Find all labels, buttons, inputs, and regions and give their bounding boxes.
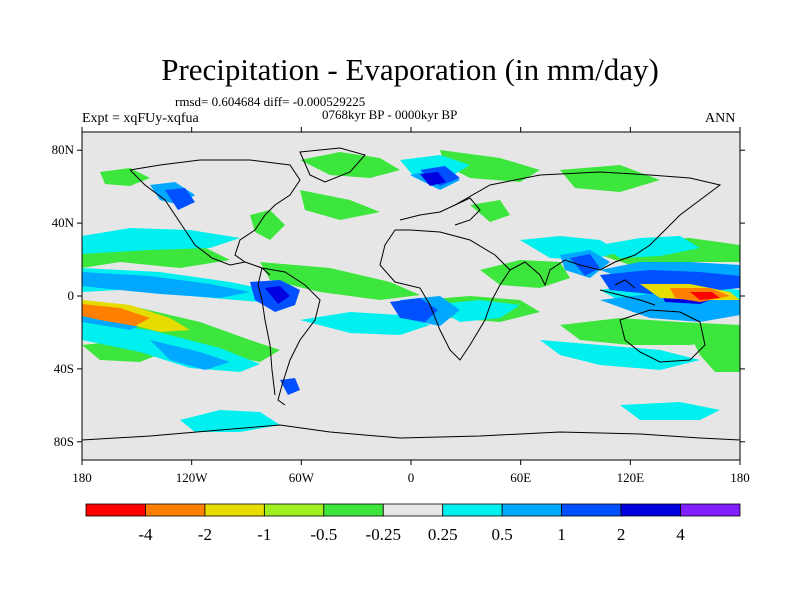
lon-tick-label: 180 (72, 470, 92, 485)
colorbar-label: 0.25 (428, 525, 458, 544)
colorbar-label: -0.5 (310, 525, 337, 544)
lat-tick-label: 40N (52, 215, 75, 230)
colorbar-swatch (145, 503, 206, 517)
colorbar-label: -0.25 (366, 525, 401, 544)
lon-tick-label: 60W (289, 470, 315, 485)
plot-title: Precipitation - Evaporation (in mm/day) (161, 52, 659, 87)
colorbar-label: 1 (557, 525, 566, 544)
lon-tick-label: 60E (510, 470, 531, 485)
field-shading (82, 150, 740, 432)
colorbar-swatch (85, 503, 146, 517)
colorbar-label: 4 (676, 525, 685, 544)
period-label: 0768kyr BP - 0000kyr BP (322, 107, 458, 122)
colorbar-swatch (501, 503, 563, 517)
latitude-axis: 80N 40N 0 40S 80S (52, 142, 745, 449)
experiment-label: Expt = xqFUy-xqfua (82, 111, 199, 126)
colorbar-swatch (382, 503, 444, 517)
lat-tick-label: 80S (54, 434, 74, 449)
colorbar-label: 2 (617, 525, 626, 544)
lon-tick-label: 120W (176, 470, 209, 485)
stats-line: rmsd= 0.604684 diff= -0.000529225 (175, 94, 366, 109)
coastlines (82, 147, 740, 441)
colorbar-label: -2 (198, 525, 212, 544)
colorbar-swatch (620, 503, 681, 517)
lon-tick-label: 180 (730, 470, 750, 485)
lat-tick-label: 40S (54, 361, 74, 376)
colorbar-swatch (323, 503, 384, 517)
colorbar-swatch (561, 503, 622, 517)
colorbar-swatch (204, 503, 265, 517)
lat-tick-label: 0 (68, 288, 75, 303)
lon-tick-label: 0 (408, 470, 415, 485)
colorbar-label: 0.5 (492, 525, 513, 544)
colorbar: -4 -2 -1 -0.5 -0.25 0.25 0.5 1 2 4 (85, 503, 741, 544)
lon-tick-label: 120E (617, 470, 645, 485)
season-label: ANN (705, 111, 736, 126)
lat-tick-label: 80N (52, 142, 75, 157)
colorbar-label: -4 (138, 525, 153, 544)
colorbar-label: -1 (257, 525, 271, 544)
longitude-axis: 180 120W 60W 0 60E 120E 180 (72, 127, 750, 485)
colorbar-swatch (680, 503, 741, 517)
colorbar-swatch (263, 503, 325, 517)
colorbar-swatch (442, 503, 503, 517)
